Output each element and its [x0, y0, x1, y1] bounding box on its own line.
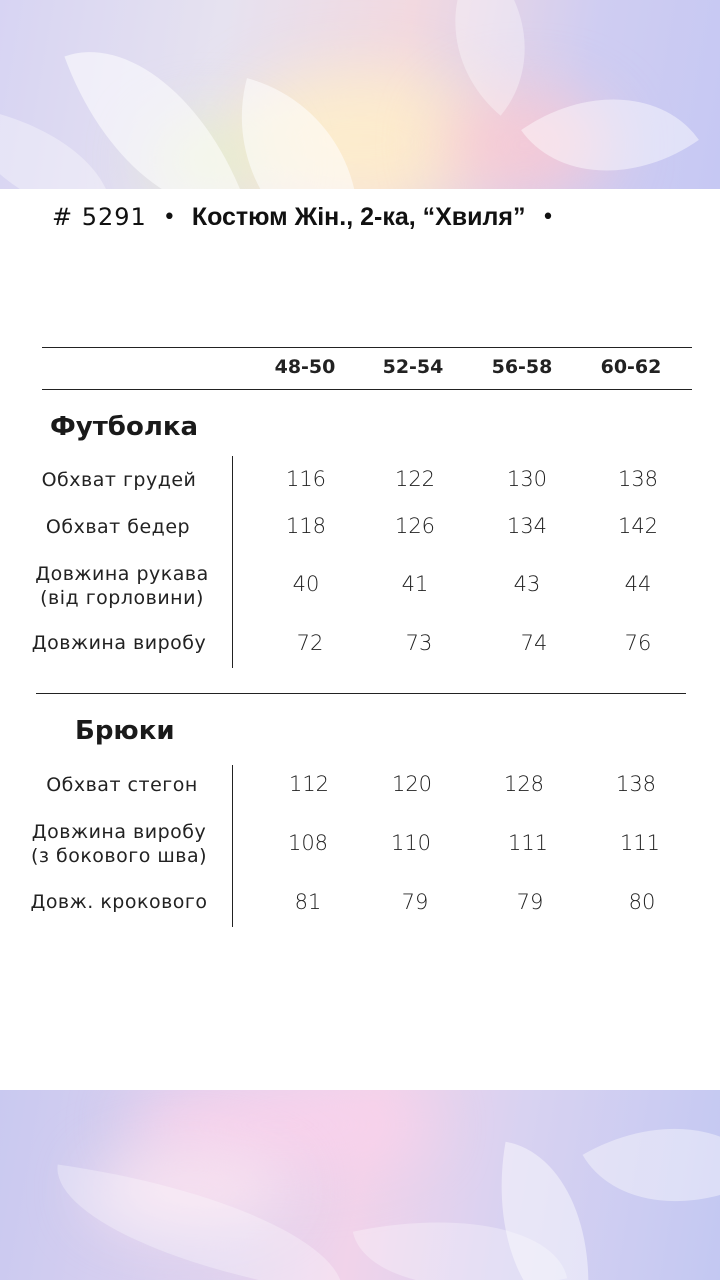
leaf-decoration	[582, 1090, 720, 1251]
column-divider	[232, 765, 233, 927]
leaf-decoration	[64, 15, 246, 189]
size-column-header: 52-54	[382, 356, 444, 378]
table-cell: 112	[288, 772, 330, 796]
glow-decoration	[90, 1150, 290, 1230]
table-cell: 76	[624, 631, 652, 655]
table-cell: 74	[520, 631, 548, 655]
row-label: Довжина виробу (з бокового шва)	[30, 821, 208, 867]
article-code: # 5291	[52, 203, 147, 231]
table-cell: 110	[390, 831, 432, 855]
table-cell: 72	[296, 631, 324, 655]
table-cell: 73	[405, 631, 433, 655]
table-cell: 40	[292, 572, 320, 596]
section-title-trousers: Брюки	[75, 716, 175, 746]
table-cell: 111	[619, 831, 661, 855]
row-label: Обхват бедер	[45, 516, 191, 538]
table-cell: 41	[401, 572, 429, 596]
table-cell: 118	[285, 514, 327, 538]
column-divider	[232, 456, 233, 668]
table-cell: 138	[617, 467, 659, 491]
table-cell: 130	[506, 467, 548, 491]
size-column-header: 48-50	[274, 356, 336, 378]
row-label: Обхват стегон	[46, 774, 198, 796]
product-name: Костюм Жін., 2-ка, “Хвиля”	[191, 202, 526, 231]
table-cell: 79	[516, 890, 544, 914]
table-cell: 80	[628, 890, 656, 914]
top-banner-image	[0, 0, 720, 189]
table-cell: 108	[287, 831, 329, 855]
document-title: # 5291 • Костюм Жін., 2-ка, “Хвиля” •	[52, 200, 571, 234]
table-cell: 142	[617, 514, 659, 538]
table-top-rule	[42, 347, 692, 348]
header-bottom-rule	[42, 389, 692, 390]
bullet-separator: •	[541, 204, 555, 230]
table-cell: 120	[391, 772, 433, 796]
table-cell: 134	[506, 514, 548, 538]
table-cell: 44	[624, 572, 652, 596]
size-column-header: 60-62	[600, 356, 662, 378]
table-cell: 128	[503, 772, 545, 796]
row-label: Обхват грудей	[41, 469, 197, 491]
table-cell: 79	[401, 890, 429, 914]
bullet-separator: •	[162, 204, 176, 230]
table-cell: 126	[394, 514, 436, 538]
glow-decoration	[440, 90, 610, 189]
bottom-banner-image	[0, 1090, 720, 1280]
section-title-tshirt: Футболка	[50, 412, 199, 442]
table-cell: 111	[507, 831, 549, 855]
table-cell: 138	[615, 772, 657, 796]
size-column-header: 56-58	[491, 356, 553, 378]
section-divider-rule	[36, 693, 686, 694]
row-label: Довжина виробу	[31, 632, 207, 654]
table-cell: 81	[294, 890, 322, 914]
table-cell: 116	[285, 467, 327, 491]
row-label: Довжина рукава (від горловини)	[35, 563, 209, 609]
table-cell: 122	[394, 467, 436, 491]
table-cell: 43	[513, 572, 541, 596]
row-label: Довж. крокового	[30, 891, 208, 913]
